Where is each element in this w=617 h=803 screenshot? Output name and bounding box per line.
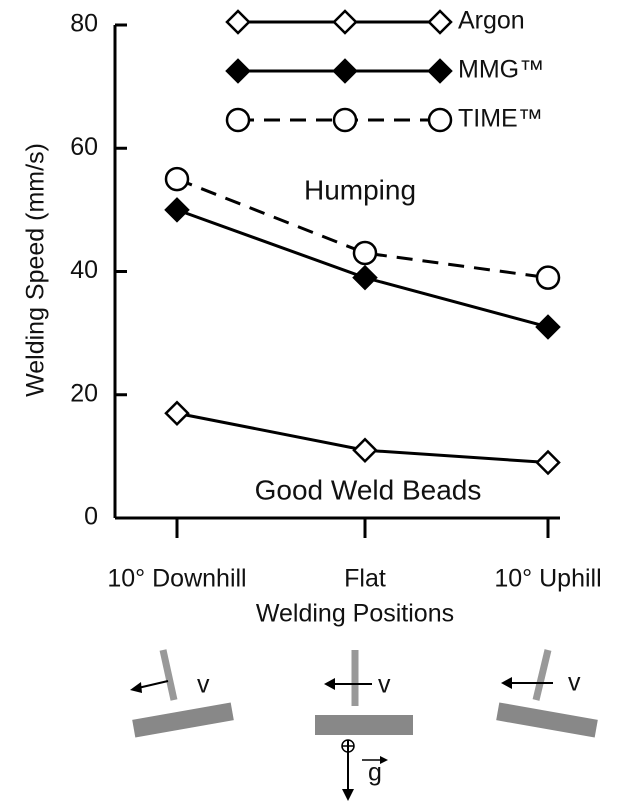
plate <box>132 702 234 737</box>
x-tick-label: Flat <box>344 565 386 593</box>
arrow-head <box>130 682 142 693</box>
legend-marker <box>334 60 356 82</box>
legend-marker <box>334 109 356 131</box>
torch <box>163 650 174 700</box>
arrow-head <box>324 678 335 690</box>
data-point <box>166 199 188 221</box>
y-tick-label: 20 <box>70 379 98 407</box>
data-point <box>537 316 559 338</box>
legend-marker <box>227 109 249 131</box>
arrow-head <box>501 677 512 689</box>
y-axis-label: Welding Speed (mm/s) <box>22 143 50 397</box>
legend-marker <box>227 11 249 33</box>
data-point <box>166 402 188 424</box>
x-axis-label: Welding Positions <box>256 600 454 628</box>
y-tick-label: 40 <box>70 256 98 284</box>
y-tick-label: 60 <box>70 133 98 161</box>
data-point <box>166 168 188 190</box>
legend-label: MMG™ <box>458 56 544 84</box>
data-point <box>354 267 376 289</box>
y-tick-label: 0 <box>84 503 98 531</box>
annotation: Good Weld Beads <box>255 474 482 505</box>
x-tick-label: 10° Uphill <box>494 565 601 593</box>
data-point <box>354 242 376 264</box>
legend-label: TIME™ <box>458 105 543 133</box>
velocity-label: v <box>197 671 210 699</box>
legend-marker <box>227 60 249 82</box>
y-tick-label: 80 <box>70 10 98 38</box>
plate <box>315 715 413 735</box>
arrow-head <box>342 789 354 801</box>
legend-marker <box>429 109 451 131</box>
torch <box>536 650 548 700</box>
x-tick-label: 10° Downhill <box>107 565 246 593</box>
data-point <box>354 439 376 461</box>
arrow <box>138 681 168 688</box>
legend-marker <box>334 11 356 33</box>
data-point <box>537 452 559 474</box>
annotation: Humping <box>304 174 416 205</box>
data-point <box>537 267 559 289</box>
velocity-label: v <box>378 671 391 699</box>
chart: Welding Speed (mm/s) Welding Positions H… <box>0 0 617 803</box>
legend-marker <box>429 60 451 82</box>
velocity-label: v <box>568 669 581 697</box>
legend-marker <box>429 11 451 33</box>
legend-label: Argon <box>458 7 525 35</box>
gravity-label: g <box>368 759 382 787</box>
plate <box>496 702 598 737</box>
